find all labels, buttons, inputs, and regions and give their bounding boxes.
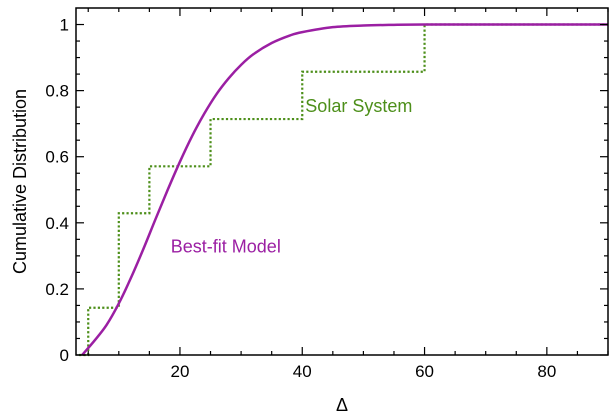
x-tick-label: 40: [293, 362, 312, 381]
plot-frame: [75, 7, 609, 356]
best-fit-model-label: Best-fit Model: [171, 237, 281, 257]
x-tick-label: 20: [170, 362, 189, 381]
best-fit-model-curve: [81, 23, 608, 356]
y-tick-label: 0.4: [45, 214, 69, 233]
y-tick-label: 0: [60, 346, 69, 365]
y-tick-label: 0.8: [45, 82, 69, 101]
y-axis-title: Cumulative Distribution: [10, 89, 30, 274]
y-tick-label: 0.2: [45, 280, 69, 299]
x-axis-title: Δ: [336, 395, 348, 413]
axes-layer: [75, 7, 609, 356]
y-tick-label: 0.6: [45, 148, 69, 167]
x-tick-label: 60: [415, 362, 434, 381]
data-layer: [79, 23, 608, 357]
x-tick-label: 80: [537, 362, 556, 381]
labels-layer: 20 40 60 80 0 0.2 0.4 0.6 0.8 1 Δ Cumulative Distri…: [10, 16, 556, 413]
y-tick-label: 1: [60, 16, 69, 35]
solar-system-step-line: [79, 23, 608, 357]
solar-system-label: Solar System: [305, 96, 412, 116]
